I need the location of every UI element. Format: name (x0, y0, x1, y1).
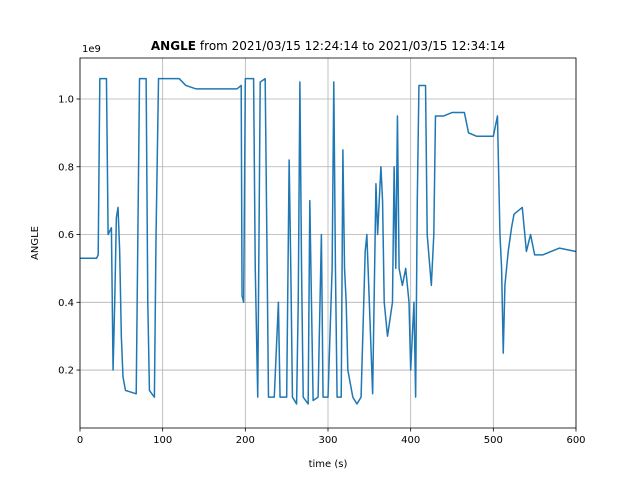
x-tick-label: 100 (153, 435, 172, 446)
y-tick-label: 0.8 (58, 162, 74, 173)
x-tick-label: 500 (484, 435, 503, 446)
y-tick-label: 1.0 (58, 94, 74, 105)
y-tick-label: 0.6 (58, 230, 74, 241)
y-offset-label: 1e9 (82, 44, 101, 55)
x-tick-label: 200 (236, 435, 255, 446)
y-axis-label: ANGLE (30, 226, 41, 260)
x-tick-label: 0 (77, 435, 83, 446)
chart-title: ANGLE from 2021/03/15 12:24:14 to 2021/03… (151, 39, 505, 53)
data-line (80, 77, 576, 405)
y-tick-label: 0.4 (58, 298, 74, 309)
x-tick-label: 300 (318, 435, 337, 446)
title-rest: from 2021/03/15 12:24:14 to 2021/03/15 1… (200, 39, 505, 53)
y-tick-label: 0.2 (58, 366, 74, 377)
plot-frame (79, 57, 577, 429)
title-bold: ANGLE (151, 39, 196, 53)
x-tick-label: 600 (566, 435, 585, 446)
x-axis-label: time (s) (309, 459, 348, 470)
x-tick-label: 400 (401, 435, 420, 446)
